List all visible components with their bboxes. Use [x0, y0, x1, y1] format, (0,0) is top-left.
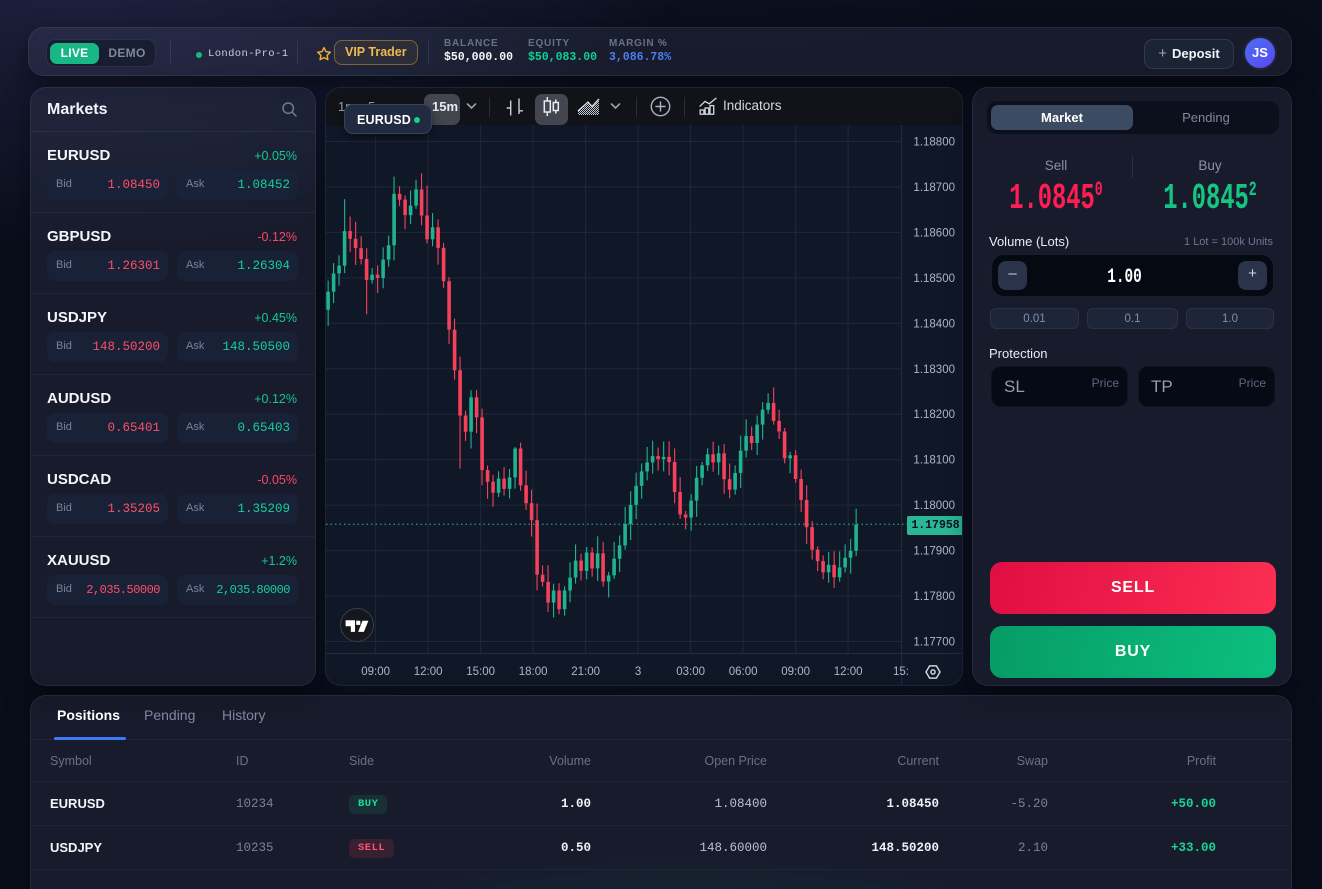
svg-text:3: 3 [635, 666, 641, 678]
svg-text:09:00: 09:00 [361, 666, 390, 678]
svg-text:1.18200: 1.18200 [913, 409, 955, 421]
svg-text:06:00: 06:00 [729, 666, 758, 678]
svg-text:18:00: 18:00 [519, 666, 548, 678]
svg-text:1.18000: 1.18000 [913, 500, 955, 512]
svg-text:12:00: 12:00 [414, 666, 443, 678]
svg-text:1.18700: 1.18700 [913, 182, 955, 194]
svg-text:03:00: 03:00 [676, 666, 705, 678]
svg-text:12:00: 12:00 [834, 666, 863, 678]
svg-text:1.18500: 1.18500 [913, 273, 955, 285]
svg-text:21:00: 21:00 [571, 666, 600, 678]
svg-text:1.18100: 1.18100 [913, 455, 955, 467]
svg-text:1.18400: 1.18400 [913, 318, 955, 330]
svg-text:09:00: 09:00 [781, 666, 810, 678]
svg-text:15:: 15: [893, 666, 909, 678]
svg-text:1.18600: 1.18600 [913, 227, 955, 239]
svg-text:15:00: 15:00 [466, 666, 495, 678]
svg-text:1.17700: 1.17700 [913, 637, 955, 649]
svg-text:1.17800: 1.17800 [913, 591, 955, 603]
svg-text:1.17900: 1.17900 [913, 546, 955, 558]
svg-text:1.18300: 1.18300 [913, 364, 955, 376]
svg-text:1.18800: 1.18800 [913, 137, 955, 149]
